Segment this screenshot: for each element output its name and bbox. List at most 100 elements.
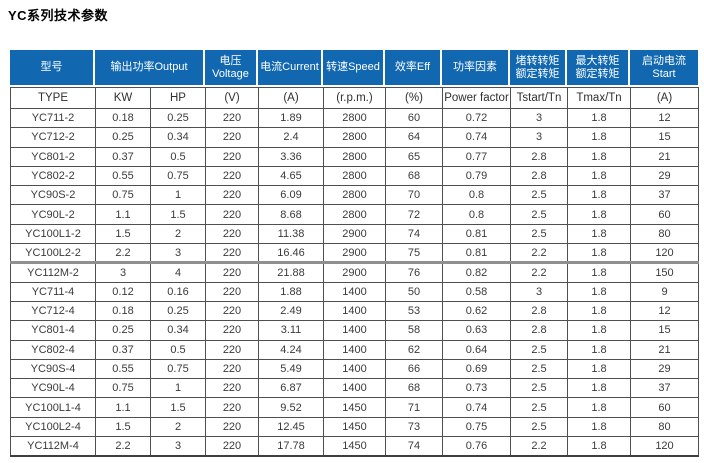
value-cell: 4.24 bbox=[258, 339, 324, 360]
table-row: YC90L-2 1.1 1.5 220 8.68 2800 72 0.8 2.5 1.8 60 bbox=[10, 204, 699, 225]
value-cell: 1.8 bbox=[567, 416, 631, 438]
value-cell: 0.55 bbox=[95, 165, 151, 187]
value-cell: 0.82 bbox=[442, 261, 511, 283]
value-cell: 0.75 bbox=[95, 185, 151, 206]
value-cell: 2.5 bbox=[510, 185, 568, 206]
value-cell: 58 bbox=[385, 320, 443, 341]
value-cell: 0.5 bbox=[150, 146, 206, 167]
value-cell: 74 bbox=[385, 223, 443, 245]
value-cell: 0.25 bbox=[95, 127, 151, 148]
value-cell: 2.2 bbox=[510, 243, 568, 264]
value-cell: 1.5 bbox=[150, 204, 206, 225]
value-cell: 11.38 bbox=[258, 223, 324, 245]
table-row: YC100L2-2 2.2 3 220 16.46 2900 75 0.81 2.2 1.8 120 bbox=[10, 243, 699, 264]
value-cell: 1.8 bbox=[567, 339, 631, 360]
value-cell: 220 bbox=[205, 358, 259, 380]
value-cell: 2800 bbox=[323, 185, 386, 206]
model-cell: YC802-4 bbox=[10, 339, 96, 360]
header-cell-tmax: 最大转矩 额定转矩 bbox=[567, 50, 630, 85]
header-cell-voltage: 电压Voltage bbox=[205, 50, 258, 85]
value-cell: 0.63 bbox=[442, 320, 511, 341]
value-cell: 0.25 bbox=[150, 107, 206, 129]
value-cell: 1.8 bbox=[567, 165, 631, 187]
value-cell: 2.5 bbox=[510, 223, 568, 245]
table-row: YC802-2 0.55 0.75 220 4.65 2800 68 0.79 2.8 1.8 29 bbox=[10, 165, 699, 187]
model-cell: YC802-2 bbox=[10, 165, 96, 187]
value-cell: 3 bbox=[150, 436, 206, 457]
value-cell: 0.16 bbox=[150, 281, 206, 302]
value-cell: 0.62 bbox=[442, 300, 511, 322]
value-cell: 9 bbox=[630, 281, 699, 302]
value-cell: 120 bbox=[630, 243, 699, 264]
value-cell: 0.18 bbox=[95, 300, 151, 322]
value-cell: 220 bbox=[205, 300, 259, 322]
value-cell: 1450 bbox=[323, 397, 386, 418]
value-cell: 2.8 bbox=[510, 165, 568, 187]
value-cell: 2800 bbox=[323, 127, 386, 148]
subheader-hp: HP bbox=[150, 87, 206, 109]
table-row: YC100L2-4 1.5 2 220 12.45 1450 73 0.75 2.5 1.8 80 bbox=[10, 416, 699, 438]
value-cell: 65 bbox=[385, 146, 443, 167]
value-cell: 9.52 bbox=[258, 397, 324, 418]
header-cell-model: 型号 bbox=[10, 50, 95, 85]
subheader-tstart: Tstart/Tn bbox=[510, 87, 568, 109]
value-cell: 0.75 bbox=[150, 165, 206, 187]
value-cell: 1.8 bbox=[567, 300, 631, 322]
value-cell: 1.8 bbox=[567, 146, 631, 167]
subheader-pf: Power factor bbox=[442, 87, 511, 109]
value-cell: 2.5 bbox=[510, 416, 568, 438]
table-row: YC90L-4 0.75 1 220 6.87 1400 68 0.73 2.5 1.8 37 bbox=[10, 378, 699, 399]
value-cell: 0.74 bbox=[442, 397, 511, 418]
value-cell: 2.5 bbox=[510, 339, 568, 360]
value-cell: 220 bbox=[205, 223, 259, 245]
value-cell: 12.45 bbox=[258, 416, 324, 438]
page-title: YC系列技术参数 bbox=[8, 8, 109, 23]
value-cell: 2.49 bbox=[258, 300, 324, 322]
value-cell: 220 bbox=[205, 339, 259, 360]
value-cell: 1.5 bbox=[95, 416, 151, 438]
header-cell-speed: 转速Speed bbox=[323, 50, 385, 85]
value-cell: 68 bbox=[385, 378, 443, 399]
value-cell: 2800 bbox=[323, 165, 386, 187]
value-cell: 37 bbox=[630, 378, 699, 399]
value-cell: 0.18 bbox=[95, 107, 151, 129]
subheader-tmax: Tmax/Tn bbox=[567, 87, 631, 109]
model-cell: YC112M-4 bbox=[10, 436, 96, 457]
value-cell: 1 bbox=[150, 185, 206, 206]
value-cell: 1.8 bbox=[567, 320, 631, 341]
model-cell: YC90L-2 bbox=[10, 204, 96, 225]
value-cell: 0.5 bbox=[150, 339, 206, 360]
value-cell: 73 bbox=[385, 416, 443, 438]
subheader-a: (A) bbox=[258, 87, 324, 109]
value-cell: 1400 bbox=[323, 320, 386, 341]
value-cell: 0.75 bbox=[442, 416, 511, 438]
value-cell: 3.11 bbox=[258, 320, 324, 341]
value-cell: 2.2 bbox=[95, 436, 151, 457]
value-cell: 60 bbox=[630, 397, 699, 418]
value-cell: 1.8 bbox=[567, 281, 631, 302]
value-cell: 2.5 bbox=[510, 378, 568, 399]
value-cell: 66 bbox=[385, 358, 443, 380]
model-cell: YC90L-4 bbox=[10, 378, 96, 399]
table-row: YC801-2 0.37 0.5 220 3.36 2800 65 0.77 2.8 1.8 21 bbox=[10, 146, 699, 167]
model-cell: YC711-2 bbox=[10, 107, 96, 129]
value-cell: 2800 bbox=[323, 146, 386, 167]
value-cell: 21.88 bbox=[258, 261, 324, 283]
value-cell: 220 bbox=[205, 416, 259, 438]
value-cell: 3 bbox=[510, 127, 568, 148]
value-cell: 2.8 bbox=[510, 146, 568, 167]
value-cell: 2900 bbox=[323, 243, 386, 264]
value-cell: 220 bbox=[205, 436, 259, 457]
value-cell: 220 bbox=[205, 107, 259, 129]
value-cell: 8.68 bbox=[258, 204, 324, 225]
value-cell: 0.37 bbox=[95, 339, 151, 360]
value-cell: 50 bbox=[385, 281, 443, 302]
value-cell: 0.34 bbox=[150, 320, 206, 341]
value-cell: 80 bbox=[630, 416, 699, 438]
table-row: YC90S-4 0.55 0.75 220 5.49 1400 66 0.69 2.5 1.8 29 bbox=[10, 358, 699, 380]
value-cell: 1450 bbox=[323, 436, 386, 457]
value-cell: 1.8 bbox=[567, 204, 631, 225]
value-cell: 21 bbox=[630, 339, 699, 360]
value-cell: 5.49 bbox=[258, 358, 324, 380]
